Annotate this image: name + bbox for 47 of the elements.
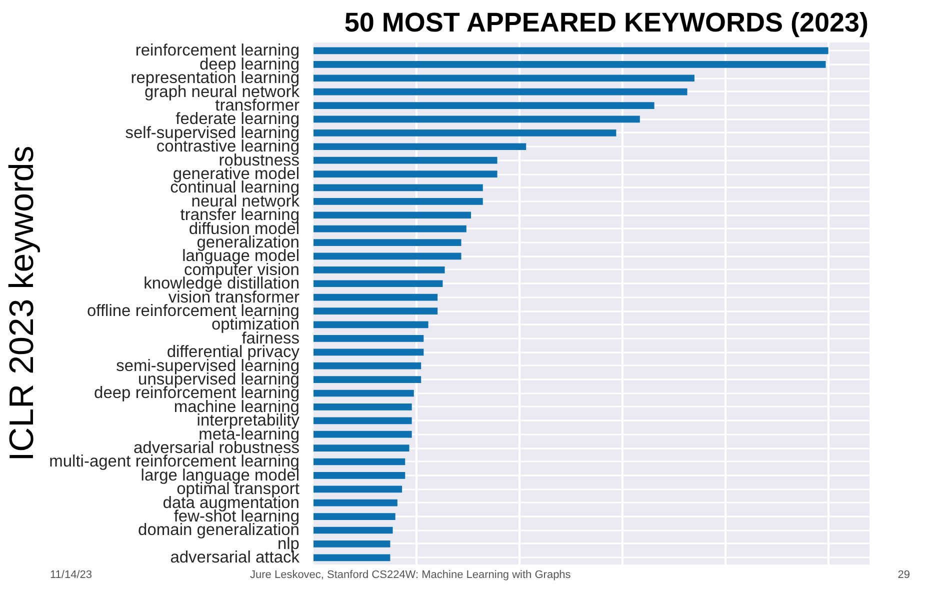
bar [314, 348, 424, 356]
bar [314, 116, 640, 123]
bar [314, 252, 462, 260]
bar [314, 486, 402, 493]
bar [314, 74, 694, 82]
bar [314, 239, 462, 246]
bar [314, 526, 393, 534]
bar [314, 308, 438, 314]
bar [314, 417, 412, 424]
bar [314, 156, 498, 164]
bar [314, 404, 412, 410]
bar [314, 198, 483, 205]
bar [314, 458, 406, 466]
bar [314, 102, 654, 109]
bar [314, 266, 445, 274]
bar [314, 88, 688, 96]
y-axis-title: ICLR 2023 keywords [3, 146, 42, 462]
bar [314, 294, 438, 301]
bar [314, 143, 526, 150]
bar [314, 444, 410, 452]
bar [314, 321, 428, 328]
bar [314, 430, 412, 438]
bar [314, 499, 398, 506]
bar [314, 390, 414, 397]
y-tick-label: generalization [196, 234, 300, 252]
y-tick-label: fairness [242, 329, 300, 348]
text: 29 [898, 568, 910, 583]
bar [314, 184, 483, 192]
bar [314, 376, 422, 383]
bar [314, 280, 443, 288]
bar [314, 540, 390, 548]
bar [314, 47, 828, 54]
y-tick-label: reinforcement learning [135, 42, 300, 60]
bar [314, 60, 826, 68]
y-tick-label: nlp [277, 534, 300, 553]
text: Jure Leskovec, Stanford CS224W: Machine Learning with Graphs [250, 568, 571, 583]
bar [314, 554, 390, 562]
bar [314, 472, 406, 479]
bar [314, 212, 472, 219]
bar [314, 170, 498, 178]
bar [314, 130, 616, 136]
text: 11/14/23 [50, 568, 92, 583]
chart-title: 50 MOST APPEARED KEYWORDS (2023) [344, 8, 869, 38]
bar [314, 225, 466, 232]
bar [314, 362, 422, 370]
bar [314, 335, 424, 342]
bar [314, 513, 396, 520]
